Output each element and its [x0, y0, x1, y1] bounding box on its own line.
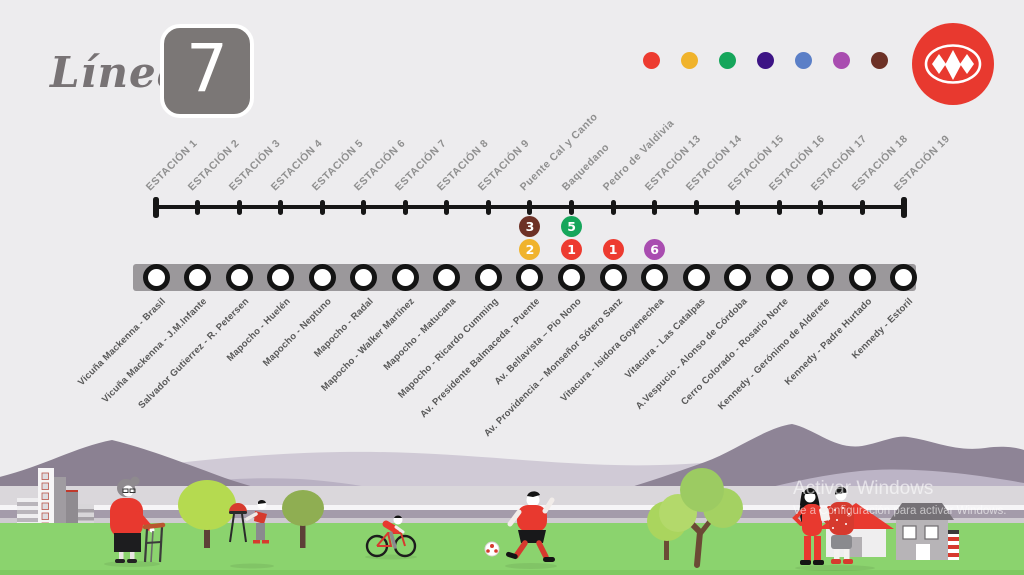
soccer-player-figure: [484, 491, 557, 569]
station-circle: [599, 263, 627, 291]
station-circle: [807, 263, 835, 291]
station-tick: [693, 200, 699, 215]
station-tick: [569, 200, 575, 215]
station-circle: [308, 263, 336, 291]
station-tick: [776, 200, 782, 215]
station-tick: [444, 200, 450, 215]
tree: [659, 468, 743, 568]
station-tick: [485, 200, 491, 215]
station-circle: [267, 263, 295, 291]
station-tick: [195, 200, 201, 215]
station-circle: [558, 263, 586, 291]
station-circle: [225, 263, 253, 291]
station-tick: [361, 200, 367, 215]
line-number: 7: [186, 30, 228, 107]
transfer-badge-line-2: 2: [519, 238, 541, 260]
tree: [178, 480, 236, 548]
elderly-woman-figure: [104, 476, 166, 567]
station-circle: [641, 263, 669, 291]
station-circle: [682, 263, 710, 291]
station-circle: [142, 263, 170, 291]
transfer-badge-line-5: 5: [561, 215, 583, 237]
station-tick: [818, 200, 824, 215]
station-circle: [890, 263, 918, 291]
bbq-person-figure: [229, 499, 274, 569]
transfer-badge-line-6: 6: [644, 238, 666, 260]
station-tick: [236, 200, 242, 215]
station-circle: [184, 263, 212, 291]
legend-dot-yellow: [681, 52, 698, 69]
station-circle: [350, 263, 378, 291]
line-legend-dots: [643, 52, 888, 69]
station-top-label: Pedro de Valdivia: [600, 117, 677, 194]
station-circle: [391, 263, 419, 291]
station-circle: [848, 263, 876, 291]
station-circle: [765, 263, 793, 291]
station-bottom-label: Vitacura - Las Catalpas: [623, 296, 708, 381]
walker: [142, 522, 166, 563]
station-bottom-label: Mapocho - Matucana: [381, 296, 459, 373]
station-circle: [724, 263, 752, 291]
station-tick: [900, 197, 907, 218]
transfer-badge-line-1: 1: [602, 238, 624, 260]
legend-dot-magenta: [833, 52, 850, 69]
legend-dot-indigo: [757, 52, 774, 69]
station-circle: [516, 263, 544, 291]
station-tick: [319, 200, 325, 215]
park-scene-illustration: [0, 424, 1024, 575]
station-tick: [402, 200, 408, 215]
gray-house: [890, 503, 959, 560]
station-tick: [610, 200, 616, 215]
transfer-badge-line-3: 3: [519, 215, 541, 237]
tree: [282, 490, 324, 548]
station-tick: [278, 200, 284, 215]
legend-dot-green: [719, 52, 736, 69]
station-tick: [859, 200, 865, 215]
grass-edge: [0, 570, 1024, 575]
station-tick: [153, 197, 159, 218]
legend-dot-brown: [871, 52, 888, 69]
cyclist-figure: [365, 515, 417, 560]
legend-dot-red: [643, 52, 660, 69]
station-tick: [735, 200, 741, 215]
metro-de-santiago-logo-icon: [912, 23, 994, 105]
station-circle: [474, 263, 502, 291]
legend-dot-blue: [795, 52, 812, 69]
station-circle: [433, 263, 461, 291]
station-tick: [652, 200, 658, 215]
transfer-badge-line-1: 1: [561, 238, 583, 260]
standing-people-figure: [792, 486, 875, 571]
line-number-badge: 7: [160, 24, 254, 118]
station-top-label: Puente Cal y Canto: [517, 110, 601, 194]
station-tick: [527, 200, 533, 215]
